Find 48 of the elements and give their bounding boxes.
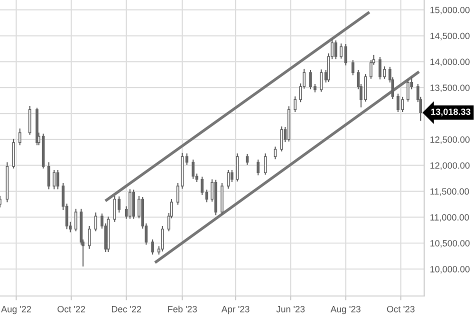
candlestick [113,196,116,222]
x-tick-label: Aug '22 [1,306,31,314]
x-tick-label: Dec '22 [112,306,142,312]
y-tick-label: 13,500.00 [430,84,470,92]
y-tick-label: 11,500.00 [430,188,469,196]
candlestick [132,190,135,219]
candlestick [12,138,15,169]
candlestick [161,226,164,252]
candlestick [88,226,91,249]
candlestick [256,160,260,176]
candlestick [74,208,78,232]
y-tick-label: 10,500.00 [430,240,470,248]
candlestick [264,153,267,175]
candlestick [236,153,239,182]
candlestick [274,146,277,160]
candlestick [334,40,338,60]
candlestick [47,162,50,190]
candlestick [185,153,188,165]
x-tick-label: Oct '22 [58,306,86,312]
candlestick [406,79,410,102]
candlestick [344,44,348,66]
candlestick [340,44,343,59]
candlestick [246,154,249,165]
y-tick-label: 12,500.00 [430,136,470,144]
x-tick-label: Oct '23 [387,306,415,312]
y-tick-label: 14,500.00 [430,32,470,40]
candlestick [128,189,132,219]
candlestick [151,239,154,255]
x-tick-label: Apr '23 [221,306,250,314]
annotation: 13,018.33 [431,108,470,116]
candlestick [176,182,180,205]
y-tick-label: 12,000.00 [430,162,470,170]
y-tick-label: 11,000.00 [430,214,469,222]
candlestick [320,69,323,92]
x-tick-label: Jun '23 [276,306,305,312]
y-tick-label: 15,000.00 [430,6,470,14]
x-tick-label: Feb '23 [168,306,197,312]
candlestick [352,60,354,76]
candlestick [18,128,22,146]
candlestick [226,170,230,189]
candlestick [52,170,56,190]
y-tick-label: 10,000.00 [430,266,470,274]
x-tick-label: Aug '23 [330,306,360,314]
candlestick [56,170,60,190]
y-tick-label: 14,000.00 [430,58,470,66]
candlestick [28,106,32,135]
candlestick [294,96,297,112]
candlestick [280,126,284,152]
